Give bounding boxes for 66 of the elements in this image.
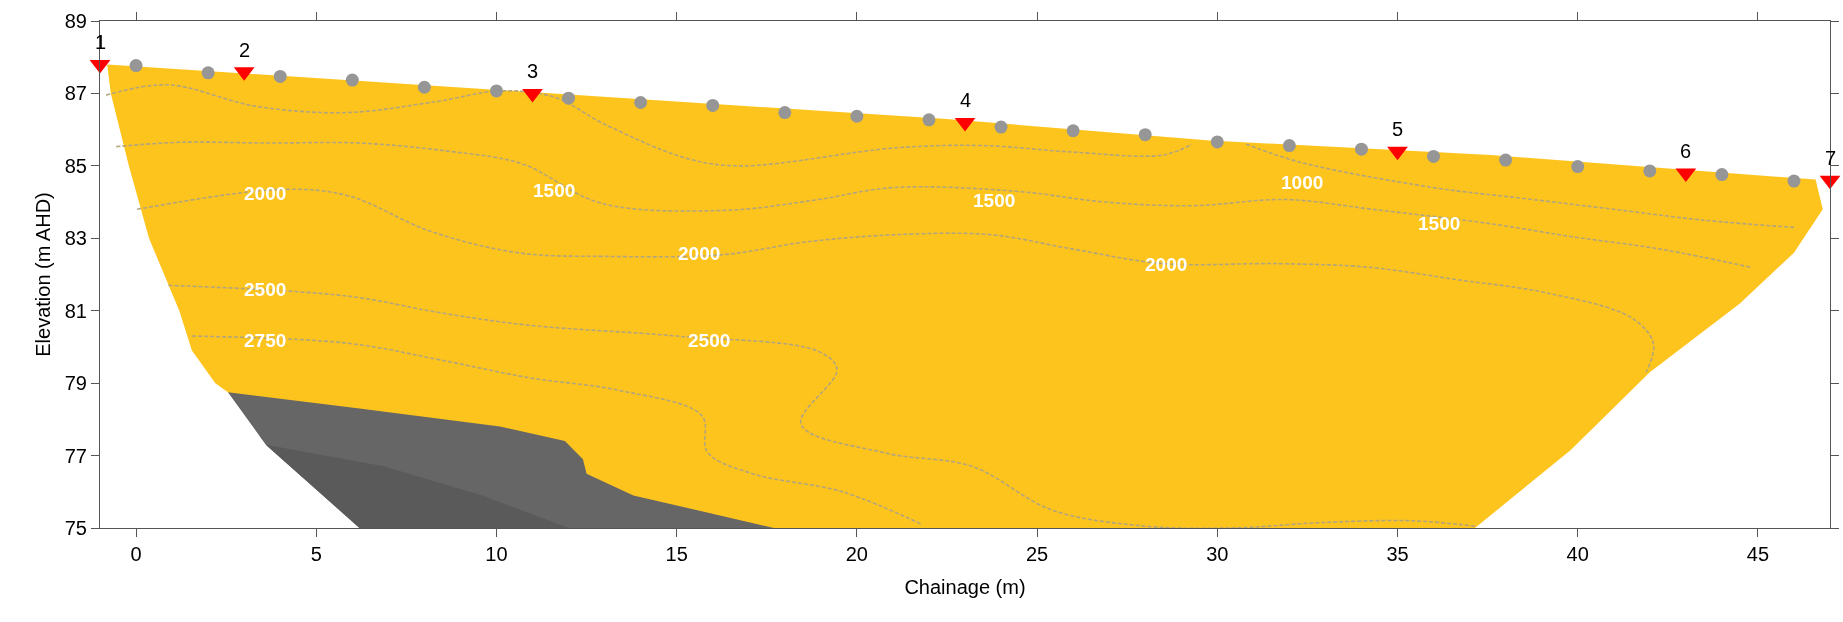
point (1787, 174, 1801, 188)
point (201, 66, 215, 80)
annotation: 3 (527, 60, 539, 82)
x-tick-label: 15 (665, 543, 688, 565)
x-tick-label: 35 (1386, 543, 1409, 565)
annotation: 2500 (688, 330, 731, 351)
y-tick-label: 89 (64, 10, 87, 32)
point (1715, 168, 1729, 182)
annotation: 6 (1680, 140, 1692, 162)
annotation: 2000 (244, 183, 287, 204)
y-tick-label: 83 (64, 227, 87, 250)
point (1066, 124, 1080, 138)
line-series (115, 141, 1752, 269)
x-axis-title: Chainage (m) (904, 575, 1026, 598)
point (1387, 146, 1408, 161)
x-tick-label: 10 (485, 543, 508, 565)
annotation: 1500 (973, 190, 1016, 211)
point (1282, 139, 1296, 153)
y-tick-label: 79 (64, 372, 87, 395)
y-tick-label: 87 (64, 82, 87, 105)
annotation: 2750 (244, 330, 287, 351)
point (634, 95, 648, 109)
annotation: 1500 (533, 180, 576, 201)
line-series (105, 83, 1193, 167)
x-tick-label: 40 (1566, 543, 1589, 565)
y-tick-label: 77 (64, 444, 87, 467)
point (129, 59, 143, 73)
annotation: 1000 (1281, 172, 1324, 193)
point (417, 80, 431, 94)
point (1427, 149, 1441, 163)
point (489, 84, 503, 98)
point (850, 109, 864, 123)
y-tick-label: 75 (64, 517, 87, 539)
y-tick-label: 85 (64, 154, 87, 177)
point (345, 73, 359, 87)
x-tick-label: 0 (130, 543, 142, 565)
line-series (1245, 143, 1795, 229)
point (1643, 164, 1657, 178)
line-series (191, 335, 923, 526)
x-tick-label: 25 (1025, 543, 1049, 565)
point (1571, 160, 1585, 174)
annotation: 1500 (1418, 213, 1461, 234)
y-axis-title: Elevation (m AHD) (32, 192, 55, 357)
annotation: 4 (960, 89, 972, 111)
point (994, 120, 1008, 134)
line-series (167, 284, 1476, 528)
point (1210, 135, 1224, 149)
point (778, 106, 792, 120)
point (522, 88, 543, 103)
point (1354, 142, 1368, 156)
y-tick-label: 81 (64, 299, 87, 322)
point (922, 113, 936, 127)
x-tick-label: 20 (845, 543, 868, 565)
annotation: 2 (239, 39, 251, 61)
annotation: 2500 (244, 279, 287, 300)
point (1499, 153, 1513, 167)
annotation: 2000 (1145, 254, 1188, 275)
point (562, 91, 576, 105)
x-tick-label: 5 (310, 543, 322, 565)
annotation: 2000 (678, 243, 721, 264)
x-tick-label: 30 (1206, 543, 1229, 565)
x-tick-label: 45 (1746, 543, 1770, 565)
point (273, 69, 287, 83)
point (706, 98, 720, 112)
annotation: 5 (1392, 118, 1404, 140)
point (1138, 128, 1152, 142)
